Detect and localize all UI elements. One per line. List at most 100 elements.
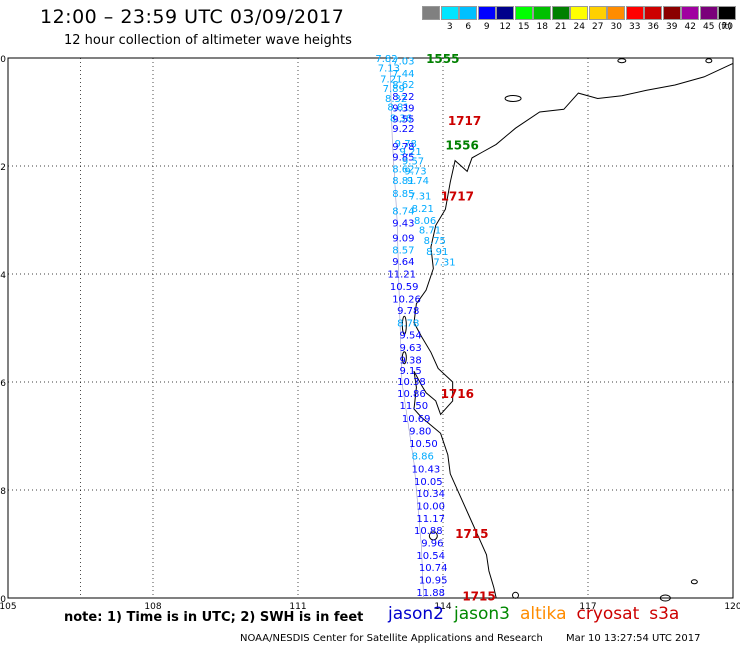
- swh-label: 8.78: [397, 319, 419, 330]
- swh-label: 9.22: [392, 124, 414, 135]
- swh-label: 9.78: [392, 142, 414, 153]
- legend-swatch: [570, 6, 589, 20]
- satellite-s3a: s3a: [649, 604, 680, 624]
- legend-label: 39: [666, 22, 678, 32]
- pass-time-label: 1717: [441, 190, 474, 204]
- swh-label: 7.82: [375, 54, 397, 65]
- swh-label: 11.50: [400, 401, 429, 412]
- swh-label: 8.21: [412, 204, 434, 215]
- swh-label: 10.95: [419, 576, 448, 587]
- legend-cell: 36: [644, 6, 663, 32]
- legend-label: 33: [629, 22, 641, 32]
- swh-label: 9.85: [392, 152, 414, 163]
- lat-label: -22: [0, 163, 6, 173]
- swh-label: 7.44: [392, 69, 414, 80]
- ground-track: [389, 57, 424, 599]
- legend-cell: 42: [681, 6, 700, 32]
- legend-swatch: [477, 6, 496, 20]
- island: [504, 95, 522, 102]
- swh-label: 8.62: [392, 80, 414, 91]
- swh-label: 8.62: [392, 165, 414, 176]
- swh-label: 8.74: [392, 206, 414, 217]
- pass-time-label: 1716: [441, 387, 474, 401]
- legend-label: 3: [446, 22, 453, 32]
- legend-cell: 6: [459, 6, 478, 32]
- swh-label: 9.78: [397, 306, 419, 317]
- legend-label: 9: [483, 22, 490, 32]
- legend-label: 70: [721, 22, 733, 32]
- legend-swatch: [496, 6, 515, 20]
- swh-label: 8.36: [390, 113, 412, 124]
- legend-cell: 27: [588, 6, 608, 32]
- swh-label: 9.63: [400, 343, 422, 354]
- swh-label: 8.81: [392, 176, 414, 187]
- lon-label: 111: [289, 602, 306, 612]
- lat-label: -20: [0, 55, 6, 65]
- lon-label: 114: [434, 602, 451, 612]
- swh-label: 9.38: [400, 355, 422, 366]
- lat-label: -30: [0, 595, 6, 605]
- satellite-jason3: jason3: [454, 604, 510, 624]
- island: [617, 58, 627, 64]
- swh-label: 8.86: [412, 451, 434, 462]
- swh-label: 8.22: [392, 92, 414, 103]
- pass-time-label: 1715: [462, 589, 495, 603]
- swh-label: 8.57: [392, 246, 414, 257]
- legend-label: 15: [518, 22, 530, 32]
- swh-label: 10.43: [412, 464, 441, 475]
- legend-cell: 70: [718, 6, 737, 32]
- swh-label: 9.64: [392, 257, 414, 268]
- satellite-cryosat: cryosat: [576, 604, 640, 624]
- swh-label: 9.21: [400, 147, 422, 158]
- swh-label: 11.21: [387, 269, 416, 280]
- legend-swatch: [662, 6, 681, 20]
- legend-label: 42: [684, 22, 696, 32]
- legend-label: 6: [465, 22, 472, 32]
- legend-cell: 24: [570, 6, 589, 32]
- swh-label: 8.32: [385, 94, 407, 105]
- lat-label: -28: [0, 487, 6, 497]
- swh-label: 9.80: [409, 427, 431, 438]
- map-frame: [7, 57, 734, 599]
- legend-cell: 12: [496, 6, 515, 32]
- swh-label: 8.06: [414, 216, 436, 227]
- lat-label: -24: [0, 271, 6, 281]
- swh-label: 10.00: [416, 502, 445, 513]
- legend-label: 30: [610, 22, 622, 32]
- legend-cell: 18: [533, 6, 552, 32]
- lon-label: 108: [144, 602, 161, 612]
- legend-label: 24: [573, 22, 585, 32]
- satellite-legend: jason2 jason3 altika cryosat s3a: [388, 604, 679, 624]
- swh-label: 7.31: [433, 258, 455, 269]
- swh-label: 7.03: [392, 57, 414, 68]
- swh-label: 7.89: [383, 84, 405, 95]
- island: [705, 58, 713, 64]
- legend-swatch: [440, 6, 459, 20]
- legend-swatch: [422, 6, 441, 20]
- page-subtitle: 12 hour collection of altimeter wave hei…: [64, 33, 352, 48]
- legend-label: 21: [555, 22, 567, 32]
- legend-unit: (ft): [718, 22, 732, 32]
- legend-swatch: [588, 6, 607, 20]
- swh-label: 9.74: [407, 176, 429, 187]
- legend-swatch: [718, 6, 737, 20]
- swh-label: 8.91: [426, 247, 448, 258]
- swh-label: 10.05: [414, 477, 443, 488]
- legend-swatch: [551, 6, 570, 20]
- swh-label: 8.85: [392, 189, 414, 200]
- swh-label: 7.21: [380, 75, 402, 86]
- lon-label: 120: [724, 602, 740, 612]
- swh-label: 10.86: [397, 389, 426, 400]
- swh-label: 9.09: [392, 233, 414, 244]
- swh-label: 9.43: [392, 219, 414, 230]
- swh-label: 9.73: [404, 166, 426, 177]
- footer-timestamp: Mar 10 13:27:54 UTC 2017: [566, 633, 701, 644]
- coastline: [413, 62, 734, 599]
- island: [401, 351, 407, 365]
- pass-time-label: 1717: [448, 114, 481, 128]
- swh-label: 9.39: [392, 104, 414, 115]
- swh-label: 8.81: [387, 103, 409, 114]
- swh-label: 10.38: [397, 377, 426, 388]
- swh-label: 10.54: [416, 551, 445, 562]
- legend-swatch: [681, 6, 700, 20]
